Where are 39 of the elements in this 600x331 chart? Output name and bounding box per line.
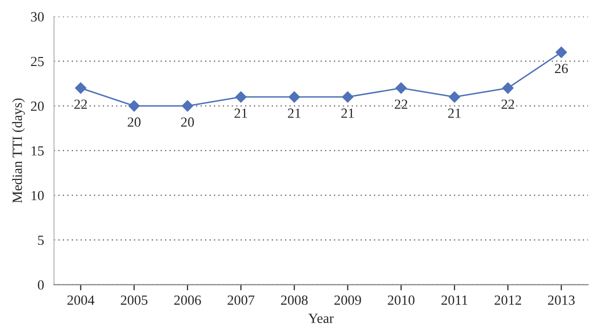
x-tick-label: 2004 [67,295,94,305]
y-tick-label: 5 [38,236,44,245]
x-tick-label: 2011 [441,295,468,305]
point [75,82,86,94]
data-label: 26 [554,64,568,74]
x-tick-label: 2013 [548,295,575,305]
x-tick-label: 2008 [281,295,308,305]
data-label: 21 [288,108,300,118]
y-tick-label: 20 [31,102,44,111]
data-label: 22 [74,100,87,109]
x-tick-label: 2005 [120,295,148,305]
data-label: 21 [448,108,461,118]
data-label: 20 [128,117,141,127]
y-tick-label: 10 [32,190,44,200]
data-label: 21 [234,108,248,118]
x-tick-label: 2012 [494,295,522,305]
y-tick-label: 25 [31,56,44,66]
x-tick-label: 2006 [174,295,201,305]
point [128,100,140,112]
point [448,91,460,103]
x-tick-label: 2007 [228,295,254,305]
x-tick-label: 2010 [388,295,414,305]
y-axis-title: Median TTI (days) [12,98,25,203]
point [342,91,354,103]
point [288,91,300,103]
x-axis-title: Year [308,314,334,323]
y-tick-label: 15 [32,146,44,156]
point [502,82,514,94]
y-tick-label: 30 [31,12,44,22]
data-label: 20 [181,117,194,127]
point [235,91,247,103]
point [182,100,194,112]
y-tick-label: 0 [38,280,44,290]
data-label: 21 [341,108,354,118]
point [395,82,407,94]
data-label: 22 [394,100,408,109]
x-tick-label: 2009 [334,295,362,305]
data-label: 22 [502,100,514,109]
point [556,46,567,58]
